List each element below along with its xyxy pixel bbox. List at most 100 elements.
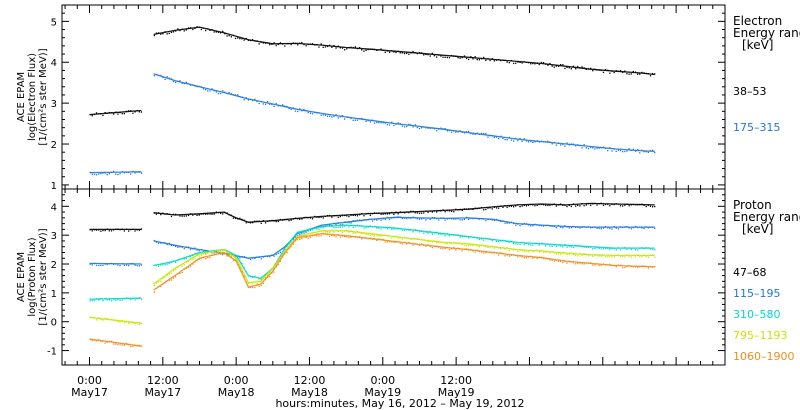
data-point [277, 260, 279, 263]
data-point [564, 244, 566, 246]
y-tick-label: 1 [51, 181, 57, 192]
data-point [493, 60, 495, 62]
data-point [140, 345, 143, 347]
data-point [350, 236, 352, 238]
data-point [249, 39, 252, 42]
data-point [607, 69, 609, 71]
data-point [596, 147, 598, 149]
data-point [382, 234, 384, 236]
data-point [521, 223, 523, 225]
data-point [553, 203, 555, 205]
data-point [581, 263, 583, 265]
data-point [397, 216, 399, 218]
data-point [190, 27, 192, 29]
data-point [491, 208, 493, 210]
data-point [123, 298, 125, 300]
data-series [89, 229, 656, 326]
data-point [461, 236, 463, 238]
data-point [470, 208, 472, 210]
data-point [228, 251, 230, 253]
data-point [532, 251, 534, 253]
data-point [476, 245, 478, 247]
data-point [602, 146, 605, 148]
data-point [639, 247, 641, 249]
data-point [502, 220, 504, 222]
data-point [500, 205, 502, 207]
data-point [604, 247, 607, 250]
data-point [198, 258, 200, 260]
data-point [639, 73, 641, 75]
data-point [654, 256, 656, 258]
data-point [619, 226, 622, 228]
data-point [542, 141, 545, 143]
data-point [406, 125, 408, 128]
data-point [416, 53, 418, 55]
data-point [463, 55, 466, 57]
data-point [128, 230, 130, 232]
data-point [399, 52, 401, 54]
data-point [198, 214, 200, 216]
data-point [472, 236, 474, 239]
data-point [391, 237, 393, 239]
data-point [609, 205, 611, 207]
data-point [198, 255, 200, 257]
data-point [436, 231, 438, 233]
data-point [115, 228, 117, 230]
legend-title: Energy range [733, 210, 800, 224]
data-point [557, 244, 560, 246]
data-point [262, 103, 264, 105]
data-point [249, 286, 252, 289]
data-point [525, 140, 528, 142]
data-point [277, 43, 279, 45]
data-point [232, 254, 235, 256]
data-point [160, 285, 162, 288]
data-point [192, 214, 194, 216]
data-point [290, 108, 292, 111]
data-point [581, 203, 583, 205]
data-point [416, 212, 418, 214]
data-point [410, 243, 412, 245]
data-point [183, 258, 185, 260]
data-point [575, 244, 577, 246]
data-point [205, 253, 207, 256]
data-point [294, 240, 297, 242]
data-point [555, 65, 557, 67]
data-point [260, 100, 262, 103]
data-point [560, 226, 562, 228]
data-point [172, 270, 175, 272]
legend-entry: 47–68 [733, 266, 767, 279]
data-point [249, 282, 252, 284]
data-point [192, 84, 194, 86]
data-point [119, 229, 121, 231]
data-point [89, 338, 91, 341]
data-point [654, 205, 656, 208]
data-point [232, 217, 235, 219]
data-point [134, 264, 136, 266]
data-point [183, 215, 185, 217]
data-point [530, 140, 532, 142]
data-point [115, 173, 117, 175]
data-point [226, 212, 228, 214]
data-point [192, 248, 194, 250]
data-point [187, 246, 190, 248]
data-point [386, 228, 389, 230]
data-point [136, 229, 138, 231]
data-point [553, 66, 555, 68]
data-point [205, 88, 207, 91]
data-point [457, 218, 459, 220]
data-point [442, 217, 444, 219]
data-point [427, 127, 429, 129]
data-point [140, 111, 143, 113]
data-point [457, 234, 459, 236]
data-point [331, 116, 333, 118]
data-point [630, 248, 632, 250]
data-point [613, 256, 615, 258]
data-point [393, 213, 395, 215]
data-point [333, 115, 335, 118]
data-point [504, 139, 506, 141]
data-point [446, 232, 448, 235]
data-point [356, 119, 359, 121]
data-point [579, 262, 581, 264]
data-point [179, 246, 181, 248]
